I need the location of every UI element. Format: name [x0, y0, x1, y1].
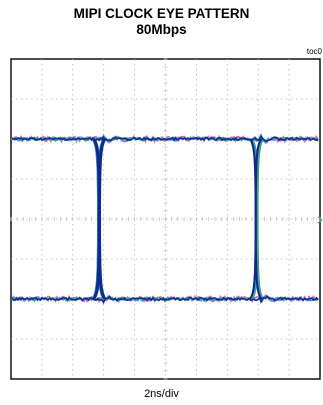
trace-main-low-level — [11, 294, 319, 304]
chart-subtitle: 80Mbps — [136, 22, 187, 37]
trace-main-edge-rising — [93, 138, 107, 300]
trace-main-edge-rising — [91, 138, 105, 300]
x-axis-scale-label: 2ns/div — [144, 388, 179, 400]
trace-main-edge-rising — [92, 138, 106, 300]
trigger-level-marker — [317, 216, 323, 224]
trace-noise-cyan-edge-rising — [250, 138, 264, 300]
trace-noise-green-edge-rising — [251, 138, 265, 300]
trace-main-high-level — [11, 134, 319, 143]
trace-main-edge-rising — [248, 138, 262, 300]
figure-id: toc0 — [306, 47, 322, 56]
chart-title: MIPI CLOCK EYE PATTERN — [73, 6, 250, 21]
